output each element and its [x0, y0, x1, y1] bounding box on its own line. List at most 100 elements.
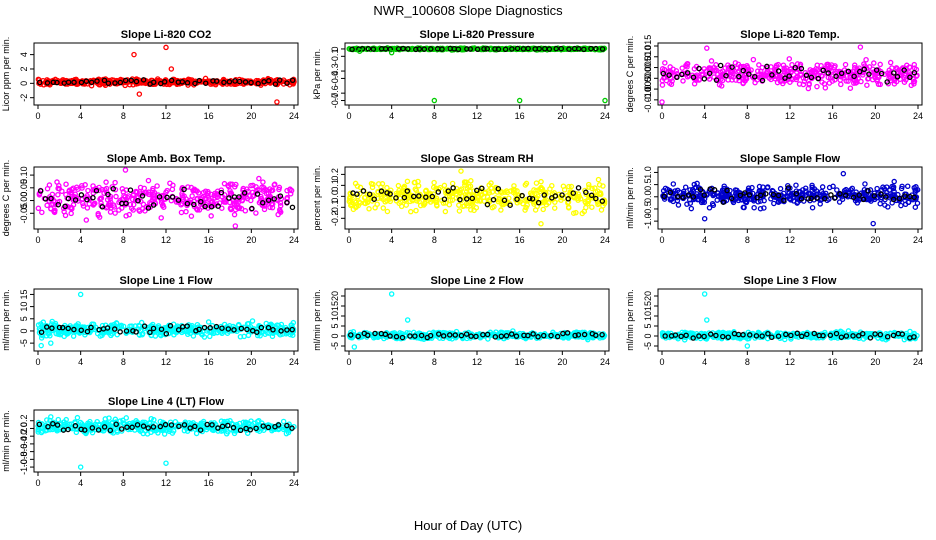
reference-point	[105, 80, 112, 87]
data-point	[527, 45, 534, 52]
reference-point	[599, 46, 606, 52]
reference-point	[429, 193, 436, 200]
data-point	[670, 181, 677, 187]
reference-point	[843, 192, 849, 199]
data-point	[353, 204, 359, 211]
data-point	[92, 200, 98, 207]
data-point	[903, 77, 909, 83]
reference-point	[593, 45, 599, 52]
reference-point	[509, 46, 515, 52]
data-point	[814, 83, 820, 90]
reference-point	[838, 70, 845, 77]
outlier-point	[274, 99, 280, 105]
reference-point	[156, 194, 163, 200]
reference-point	[404, 188, 411, 194]
data-point	[348, 202, 354, 209]
reference-point	[272, 81, 279, 87]
reference-point	[284, 80, 290, 86]
outlier-point	[351, 344, 358, 350]
data-point	[95, 210, 101, 217]
outlier-point	[516, 97, 523, 104]
reference-point	[558, 45, 565, 52]
reference-point	[184, 323, 190, 329]
data-point	[63, 181, 69, 187]
reference-point	[71, 326, 77, 333]
y-tick-label: 5	[643, 323, 653, 328]
reference-point	[123, 200, 129, 207]
data-point	[260, 179, 266, 185]
outlier-point	[659, 99, 665, 105]
data-point	[853, 189, 859, 195]
reference-point	[737, 192, 744, 199]
y-tick-label: 0	[643, 333, 653, 338]
data-point	[46, 329, 53, 336]
data-point	[489, 204, 496, 211]
data-point	[151, 190, 158, 196]
reference-point	[514, 196, 520, 202]
y-axis-label: degrees C per min.	[1, 160, 11, 237]
outlier-point	[168, 66, 175, 72]
data-point	[891, 178, 897, 185]
reference-point	[808, 74, 815, 81]
data-point	[415, 178, 421, 185]
reference-point	[365, 45, 372, 52]
reference-point	[736, 73, 742, 80]
reference-point	[278, 328, 284, 334]
data-point	[688, 205, 695, 212]
y-tick-label: -0.4	[330, 71, 340, 87]
reference-point	[184, 80, 191, 86]
data-point	[436, 186, 442, 192]
reference-point	[88, 79, 95, 86]
reference-point	[410, 193, 417, 200]
reference-point	[258, 324, 265, 331]
chart-panel-3: Slope Li-820 Temp.degrees C per min.0 4 8 1…	[625, 29, 923, 121]
y-tick-label: -0.2	[330, 211, 340, 227]
reference-point	[902, 193, 908, 199]
data-point	[384, 184, 390, 191]
data-point	[673, 68, 680, 74]
data-point	[842, 61, 849, 68]
data-point	[598, 207, 605, 213]
data-point	[502, 189, 508, 195]
data-point	[830, 183, 836, 190]
reference-point	[163, 331, 170, 337]
y-tick-label: -0.7	[330, 93, 340, 109]
reference-point	[65, 325, 71, 332]
y-tick-label: -0.5	[643, 201, 653, 217]
data-point	[256, 175, 262, 182]
data-point	[416, 198, 422, 205]
data-point	[682, 184, 689, 190]
data-point	[771, 200, 777, 207]
data-point	[230, 200, 237, 206]
outlier-point	[388, 49, 395, 56]
data-point	[869, 76, 876, 83]
chart-title: Slope Line 2 Flow	[431, 275, 524, 287]
reference-point	[741, 190, 748, 196]
data-points	[35, 167, 296, 229]
data-point	[56, 185, 63, 192]
data-point	[585, 181, 592, 188]
reference-point	[901, 67, 907, 73]
data-point	[751, 204, 757, 211]
reference-point	[241, 190, 248, 196]
data-point	[470, 202, 476, 208]
reference-point	[127, 187, 134, 193]
reference-point	[685, 192, 692, 198]
reference-point	[428, 46, 434, 52]
data-point	[691, 181, 698, 188]
reference-point	[666, 72, 672, 78]
data-point	[43, 333, 50, 339]
data-point	[893, 65, 900, 71]
data-point	[911, 78, 918, 85]
x-tick-label: 20	[557, 235, 567, 245]
data-point	[235, 205, 242, 212]
data-points	[35, 44, 297, 105]
data-point	[233, 181, 239, 188]
data-point	[545, 200, 552, 206]
data-points	[346, 45, 608, 104]
reference-point	[65, 79, 72, 85]
data-point	[188, 213, 195, 219]
data-point	[347, 46, 353, 52]
plot-frame	[33, 42, 299, 106]
